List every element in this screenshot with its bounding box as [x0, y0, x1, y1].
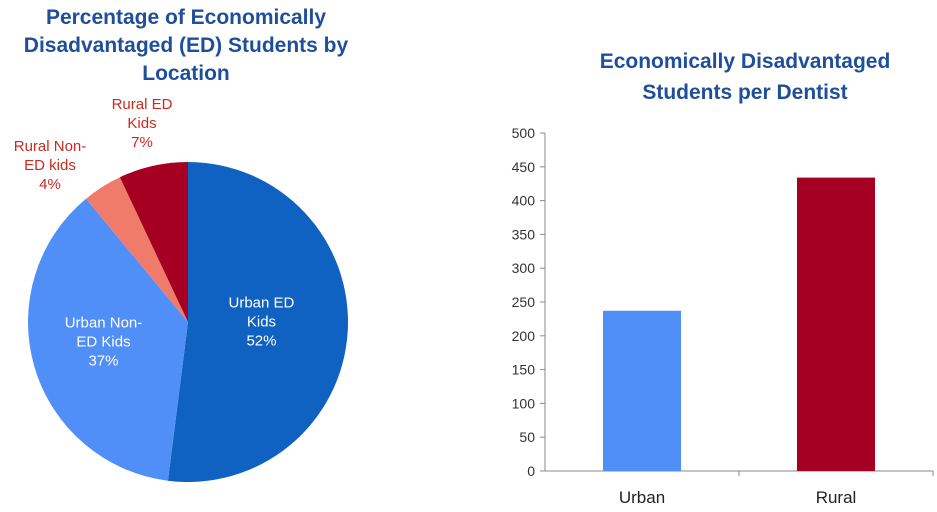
x-tick-label-rural: Rural [816, 488, 857, 507]
pie-value-urban-ed-kids: 52% [246, 333, 276, 350]
y-tick-label: 250 [512, 294, 536, 310]
bar-rural [797, 178, 875, 471]
pie-label-rural-ed-kids: Rural ED Kids 7% [112, 96, 173, 151]
y-tick-label: 50 [519, 429, 535, 445]
pie-value-rural-non-ed-kids: 4% [39, 176, 61, 193]
bar-chart: 0 50 100 150 200 250 300 350 400 450 500 Urban Rural [512, 125, 933, 507]
pie-chart: Urban ED Kids 52%Urban Non-ED Kids 37%Rural… [14, 96, 348, 482]
y-tick-label: 350 [512, 226, 536, 242]
y-tick-label: 0 [527, 463, 535, 479]
bar-urban [603, 311, 681, 471]
y-tick-label: 300 [512, 260, 536, 276]
y-tick-label: 150 [512, 362, 536, 378]
y-tick-label: 400 [512, 193, 536, 209]
y-tick-label: 200 [512, 328, 536, 344]
x-tick-label-urban: Urban [619, 488, 665, 507]
pie-label-rural-non-ed-kids: Rural Non-ED kids 4% [14, 138, 87, 193]
y-tick-label: 100 [512, 395, 536, 411]
y-tick-label: 500 [512, 125, 536, 141]
y-tick-label: 450 [512, 159, 536, 175]
pie-value-rural-ed-kids: 7% [131, 134, 153, 151]
pie-value-urban-non-ed-kids: 37% [88, 353, 118, 370]
